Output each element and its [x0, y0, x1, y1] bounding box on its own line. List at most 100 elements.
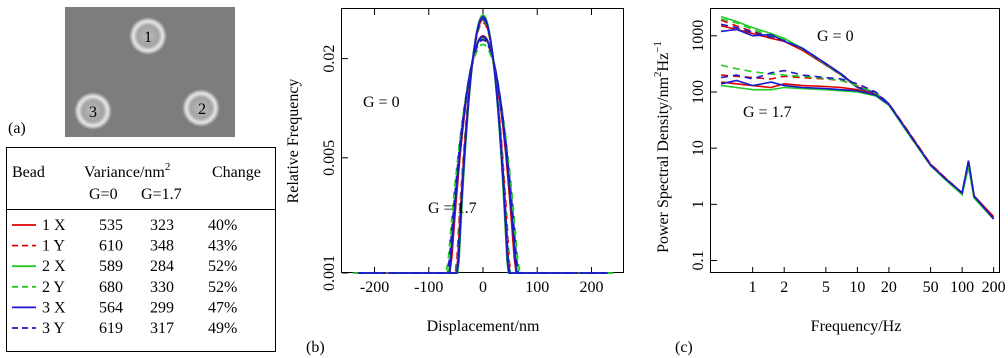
table-rows: 1 X 535 323 40% 1 Y 610 348 43% 2 X 589 284 52% 2 Y 6…	[12, 217, 237, 337]
chart-b-series-line	[393, 13, 573, 274]
table-cell-g0: 564	[99, 299, 123, 316]
bead-3-label: 3	[89, 104, 97, 121]
x-tick-label: 0	[479, 279, 487, 296]
table-cell-bead: 2 Y	[42, 279, 65, 296]
table-cell-g0: 610	[99, 238, 123, 255]
variance-table: Bead Variance/nm2 Change G=0 G=1.7 1 X 53…	[6, 147, 276, 352]
chart-b-frame	[341, 8, 624, 273]
table-cell-g0: 619	[99, 320, 123, 337]
y-tick-label: 10	[690, 140, 707, 156]
table-row: 2 Y 680 330 52%	[12, 279, 237, 296]
chart-b-series-line	[358, 38, 608, 274]
y-tick-label: 0.005	[321, 140, 338, 176]
chart-c-series-line	[720, 79, 995, 220]
table-cell-g0: 680	[99, 279, 123, 296]
table-row: 2 X 589 284 52%	[12, 258, 237, 275]
y-tick-label: 0.001	[321, 255, 338, 291]
table-cell-change: 49%	[208, 320, 237, 337]
bead-image-panel: 1 2 3	[65, 7, 235, 137]
chart-b-annotation-g0: G = 0	[363, 94, 400, 111]
table-row: 1 X 535 323 40%	[12, 217, 237, 234]
chart-c-series-line	[720, 69, 995, 220]
table-cell-bead: 3 Y	[42, 320, 65, 337]
chart-b-series-line	[385, 21, 581, 274]
y-tick-label: 1000	[690, 20, 707, 52]
chart-b-xlabel: Displacement/nm	[427, 318, 540, 335]
chart-c-annotation-g0: G = 0	[817, 28, 854, 45]
x-tick-label: 200	[579, 279, 603, 296]
chart-c-series	[720, 15, 995, 220]
x-tick-label: 20	[881, 279, 897, 296]
x-tick-label: 100	[525, 279, 549, 296]
y-tick-label: 0.1	[690, 251, 707, 271]
table-header-variance: Variance/nm2	[84, 161, 170, 181]
table-cell-g17: 348	[150, 238, 174, 255]
bead-1-label: 1	[144, 29, 152, 46]
table-row: 1 Y 610 348 43%	[12, 238, 237, 255]
chart-c-ticks: 1 2 5 10 20 50 100 200 0.1 1 10 100 1000	[690, 20, 1006, 296]
y-tick-label: 1	[690, 200, 707, 208]
table-cell-g17: 284	[150, 258, 174, 275]
bead-2	[182, 89, 220, 127]
x-tick-label: -200	[360, 279, 389, 296]
table-cell-bead: 1 X	[42, 217, 66, 234]
table-header-change: Change	[212, 164, 261, 181]
table-cell-bead: 3 X	[42, 299, 66, 316]
table-subheader-g0: G=0	[89, 186, 118, 203]
x-tick-label: 200	[982, 279, 1006, 296]
x-tick-label: 5	[822, 279, 830, 296]
chart-c: 1 2 5 10 20 50 100 200 0.1 1 10 100 1000 G = 0 G = 1…	[652, 8, 1006, 335]
chart-c-series-line	[720, 64, 995, 220]
chart-b-series-line	[386, 19, 580, 274]
x-tick-label: 50	[923, 279, 939, 296]
chart-c-series-line	[720, 25, 995, 218]
table-cell-g17: 317	[150, 320, 174, 337]
chart-b-ticks: -200 -100 0 100 200 0.001 0.005 0.02	[321, 9, 603, 296]
chart-c-series-line	[721, 81, 995, 218]
chart-b: -200 -100 0 100 200 0.001 0.005 0.02 G = 0 G = …	[285, 8, 624, 335]
chart-b-series-line	[358, 34, 608, 274]
table-cell-change: 47%	[208, 299, 237, 316]
chart-b-series-line	[358, 35, 608, 274]
panel-label-c: (c)	[675, 339, 693, 356]
chart-b-ylabel: Relative Frequency	[285, 79, 302, 204]
x-tick-label: 2	[780, 279, 788, 296]
chart-b-series-line	[352, 43, 614, 274]
chart-b-series-line	[390, 15, 576, 274]
table-row: 3 Y 619 317 49%	[12, 320, 237, 337]
chart-c-series-line	[720, 23, 995, 220]
table-cell-bead: 2 X	[42, 258, 66, 275]
table-cell-change: 43%	[208, 238, 237, 255]
table-cell-g17: 299	[150, 299, 174, 316]
table-row: 3 X 564 299 47%	[12, 299, 237, 316]
table-subheader-g17: G=1.7	[141, 186, 182, 203]
x-tick-label: 100	[950, 279, 974, 296]
table-header-bead: Bead	[12, 164, 45, 181]
x-tick-label: 10	[849, 279, 865, 296]
y-tick-label: 100	[690, 80, 707, 104]
chart-c-annotation-g17: G = 1.7	[743, 104, 792, 121]
x-tick-label: 1	[749, 279, 757, 296]
table-cell-g0: 535	[99, 217, 123, 234]
chart-b-series-line	[358, 36, 608, 274]
chart-b-annotation-g17: G = 1.7	[428, 200, 477, 217]
chart-c-ylabel: Power Spectral Density/nm2Hz−1	[652, 41, 672, 253]
chart-b-series	[352, 13, 614, 274]
chart-c-frame	[710, 8, 1000, 273]
table-border	[6, 147, 276, 352]
table-cell-change: 52%	[208, 258, 237, 275]
bead-2-label: 2	[198, 101, 206, 118]
chart-c-xlabel: Frequency/Hz	[811, 318, 902, 335]
chart-c-series-line	[721, 74, 995, 218]
table-cell-change: 40%	[208, 217, 237, 234]
table-cell-bead: 1 Y	[42, 238, 65, 255]
chart-b-series-line	[388, 18, 578, 274]
table-cell-g17: 330	[150, 279, 174, 296]
bead-1	[129, 17, 167, 55]
chart-c-series-line	[720, 28, 995, 220]
table-cell-g17: 323	[150, 217, 174, 234]
y-tick-label: 0.02	[321, 45, 338, 73]
chart-b-series-line	[388, 17, 578, 274]
table-cell-change: 52%	[208, 279, 237, 296]
